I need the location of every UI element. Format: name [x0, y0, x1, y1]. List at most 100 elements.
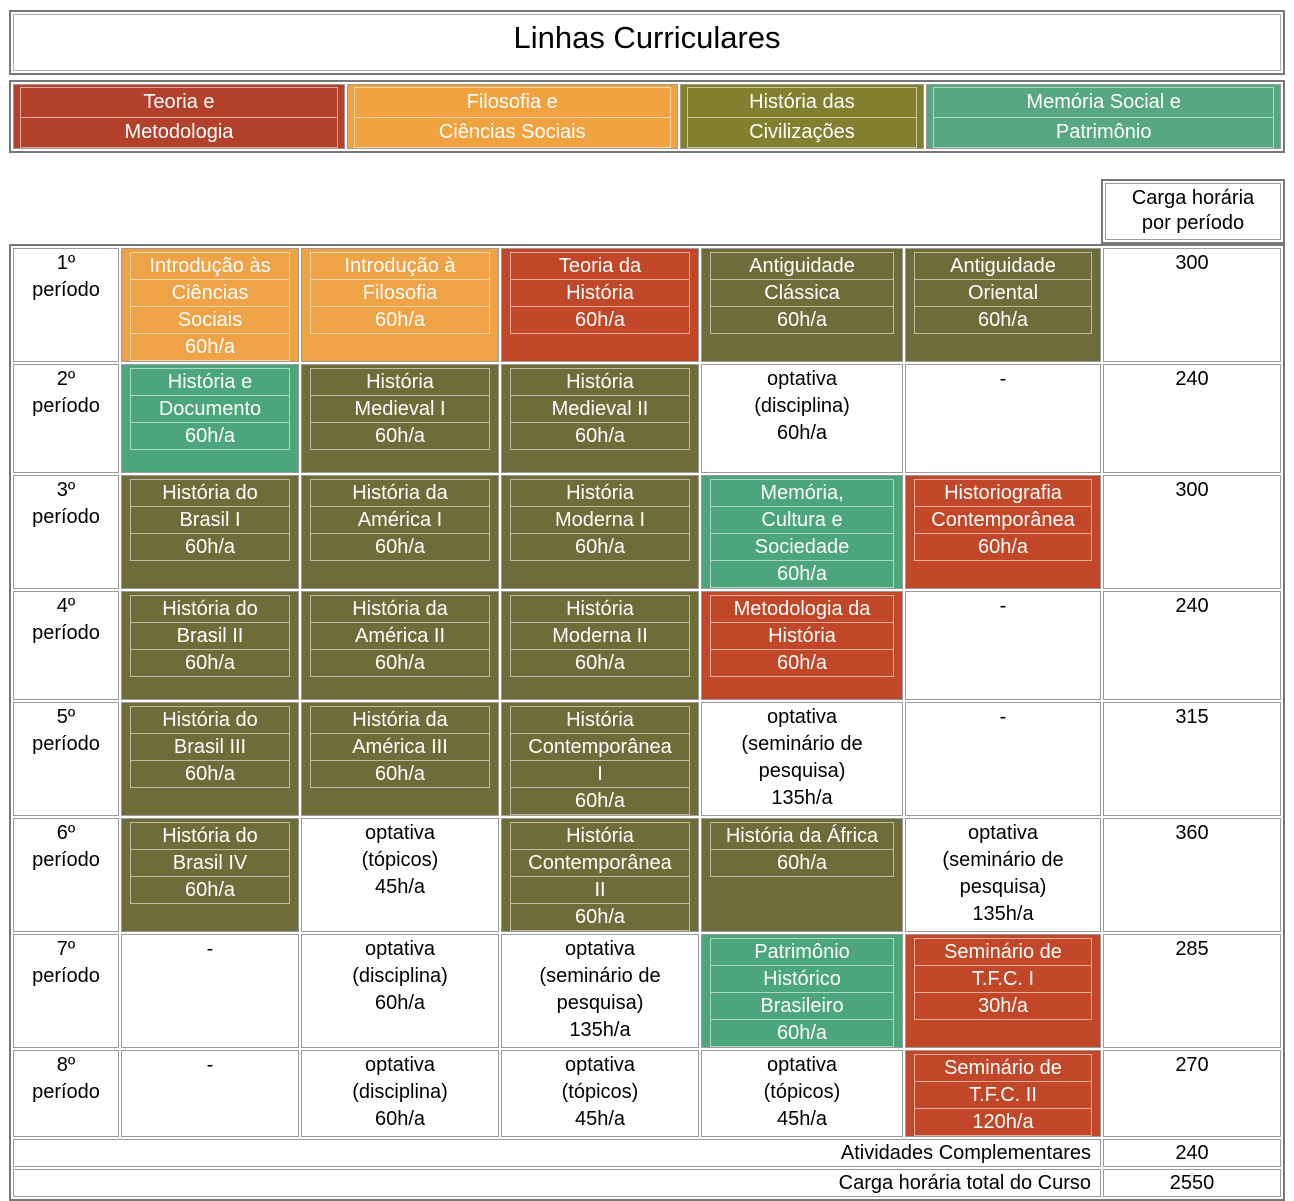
- course-cell: Antiguidade Clássica 60h/a: [701, 248, 903, 362]
- cell-text-line: 135h/a: [569, 1019, 631, 1041]
- cell-text-line: (tópicos): [561, 1081, 639, 1103]
- period-total-cell: 315: [1103, 702, 1281, 816]
- period-cell: 7º período: [13, 934, 119, 1048]
- period-label-line: período: [32, 395, 100, 417]
- course-label-line: Moderna II: [511, 622, 689, 649]
- course-label-box: História Contemporânea II 60h/a: [510, 822, 690, 931]
- period-label-line: 6º: [56, 822, 76, 844]
- cell-text-line: optativa: [766, 368, 838, 390]
- period-row: 5º período História do Brasil III 60h/a Histó…: [13, 702, 1281, 816]
- legend-label-line: Ciências Sociais: [354, 117, 670, 147]
- total-column-header-strip: Carga horária por período: [9, 179, 1285, 244]
- grid-footer: Atividades Complementares 240 Carga horá…: [13, 1139, 1281, 1197]
- course-label-line: 60h/a: [511, 787, 689, 814]
- course-label-box: Teoria da História 60h/a: [510, 252, 690, 334]
- period-row: 8º período - optativa (disciplina) 60h/a optat…: [13, 1050, 1281, 1137]
- course-label-line: Introdução às: [149, 255, 271, 277]
- course-label-line: Contemporânea: [511, 849, 689, 876]
- period-total-cell: 285: [1103, 934, 1281, 1048]
- course-label-line: 60h/a: [711, 1019, 893, 1046]
- cell-text-line: optativa: [766, 1054, 838, 1076]
- period-row: 6º período História do Brasil IV 60h/a optati…: [13, 818, 1281, 932]
- course-total-value: 2550: [1103, 1169, 1281, 1197]
- course-label-line: 30h/a: [915, 992, 1091, 1019]
- curriculum-grid: 1º período Introdução às Ciências Sociais 60h…: [9, 244, 1285, 1201]
- course-label-box: Historiografia Contemporânea 60h/a: [914, 479, 1092, 561]
- optional-course-cell: optativa (seminário de pesquisa) 135h/a: [905, 818, 1101, 932]
- course-label-line: Historiografia: [944, 482, 1062, 504]
- period-row: 4º período História do Brasil II 60h/a Histór…: [13, 591, 1281, 700]
- cell-text-line: optativa: [364, 1054, 436, 1076]
- legend-label-box: História das Civilizações: [686, 87, 918, 148]
- course-cell: História do Brasil III 60h/a: [121, 702, 299, 816]
- course-label-box: Antiguidade Oriental 60h/a: [914, 252, 1092, 334]
- course-label-line: Contemporânea: [915, 506, 1091, 533]
- course-cell: Historiografia Contemporânea 60h/a: [905, 475, 1101, 589]
- legend-label-line: Civilizações: [687, 117, 917, 147]
- course-label-line: Clássica: [711, 279, 893, 306]
- legend-label-line: Metodologia: [21, 117, 337, 147]
- cell-text-line: 45h/a: [776, 1108, 828, 1130]
- total-column-header: Carga horária por período: [1105, 183, 1281, 240]
- total-column-header-line: Carga horária: [1131, 187, 1255, 209]
- total-column-header-line: por período: [1141, 212, 1245, 234]
- course-label-line: História: [566, 825, 634, 847]
- course-label-line: História: [566, 371, 634, 393]
- course-label-line: Documento: [131, 395, 289, 422]
- course-label-line: História do: [162, 709, 258, 731]
- course-label-line: Antiguidade: [950, 255, 1056, 277]
- cell-text-line: optativa: [564, 1054, 636, 1076]
- optional-course-cell: optativa (disciplina) 60h/a: [701, 364, 903, 473]
- period-row: 2º período História e Documento 60h/a Históri…: [13, 364, 1281, 473]
- cell-text-line: pesquisa): [758, 760, 846, 782]
- course-label-line: Ciências: [131, 279, 289, 306]
- course-label-line: 60h/a: [511, 533, 689, 560]
- course-label-line: História da: [352, 598, 448, 620]
- course-cell: Teoria da História 60h/a: [501, 248, 699, 362]
- cell-text-line: (disciplina): [352, 965, 448, 987]
- course-label-box: Patrimônio Histórico Brasileiro 60h/a: [710, 938, 894, 1047]
- course-label-box: Introdução às Ciências Sociais 60h/a: [130, 252, 290, 361]
- period-label-line: período: [32, 622, 100, 644]
- course-cell: História da América I 60h/a: [301, 475, 499, 589]
- course-label-line: Seminário de: [944, 941, 1062, 963]
- cell-text-line: 60h/a: [374, 992, 426, 1014]
- course-label-line: Antiguidade: [749, 255, 855, 277]
- course-label-box: História da África 60h/a: [710, 822, 894, 877]
- course-label-line: 60h/a: [711, 560, 893, 587]
- period-label-line: período: [32, 965, 100, 987]
- course-label-line: 60h/a: [711, 649, 893, 676]
- cell-text-line: (disciplina): [754, 395, 850, 417]
- course-label-line: 60h/a: [131, 760, 289, 787]
- course-label-line: História do: [162, 825, 258, 847]
- optional-course-cell: optativa (disciplina) 60h/a: [301, 1050, 499, 1137]
- cell-text-line: optativa: [364, 938, 436, 960]
- course-cell: História da América III 60h/a: [301, 702, 499, 816]
- course-label-box: História Contemporânea I 60h/a: [510, 706, 690, 815]
- course-label-line: 60h/a: [311, 422, 489, 449]
- cell-text-line: optativa: [967, 822, 1039, 844]
- period-total-cell: 270: [1103, 1050, 1281, 1137]
- course-cell: História Contemporânea II 60h/a: [501, 818, 699, 932]
- cell-text-line: (seminário de: [741, 733, 863, 755]
- course-label-line: 60h/a: [131, 649, 289, 676]
- course-label-line: 60h/a: [311, 649, 489, 676]
- course-label-line: Medieval II: [511, 395, 689, 422]
- course-label-line: Contemporânea: [511, 733, 689, 760]
- course-label-box: História Moderna I 60h/a: [510, 479, 690, 561]
- course-label-box: Introdução à Filosofia 60h/a: [310, 252, 490, 334]
- course-cell: Patrimônio Histórico Brasileiro 60h/a: [701, 934, 903, 1048]
- cell-text-line: -: [999, 595, 1007, 617]
- course-label-line: América III: [311, 733, 489, 760]
- period-label-line: 7º: [56, 938, 76, 960]
- legend-label-line: Filosofia e: [466, 91, 558, 113]
- period-label-line: 3º: [56, 479, 76, 501]
- course-label-line: 60h/a: [311, 306, 489, 333]
- page-title: Linhas Curriculares: [13, 14, 1281, 71]
- course-label-line: Brasil I: [131, 506, 289, 533]
- legend-label-line: Patrimônio: [934, 117, 1273, 147]
- course-label-line: História: [566, 709, 634, 731]
- course-label-box: História do Brasil II 60h/a: [130, 595, 290, 677]
- course-label-line: História da África: [725, 825, 879, 847]
- course-label-line: 60h/a: [511, 306, 689, 333]
